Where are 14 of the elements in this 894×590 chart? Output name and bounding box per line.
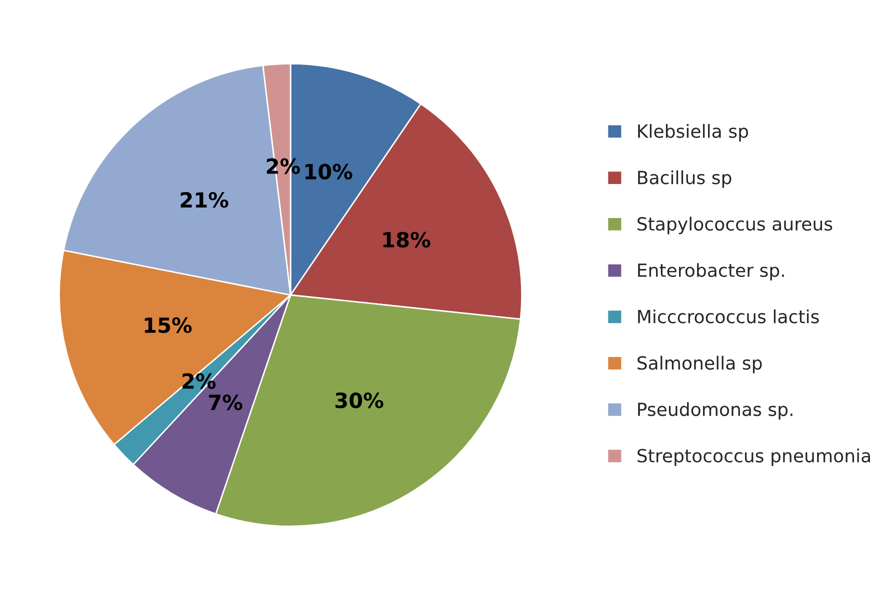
legend-label: Enterobacter sp. bbox=[638, 263, 784, 281]
legend-label: Bacillus sp bbox=[638, 170, 732, 188]
legend-label: Klebsiella sp bbox=[638, 124, 748, 142]
legend-label: Pseudomonas sp. bbox=[638, 402, 792, 420]
legend-label: Stapylococcus aureus bbox=[638, 216, 832, 234]
data-label: 10% bbox=[305, 164, 352, 180]
data-label: 15% bbox=[144, 317, 192, 334]
data-label: 21% bbox=[180, 192, 228, 208]
data-label: 7% bbox=[209, 394, 242, 410]
legend-label: Streptococcus pneumonia bbox=[638, 448, 870, 466]
legend-label: Salmonella sp bbox=[638, 356, 762, 374]
data-label: 18% bbox=[383, 232, 430, 248]
legend-label: Micccrococcus lactis bbox=[638, 309, 819, 324]
data-label: 30% bbox=[335, 392, 384, 408]
